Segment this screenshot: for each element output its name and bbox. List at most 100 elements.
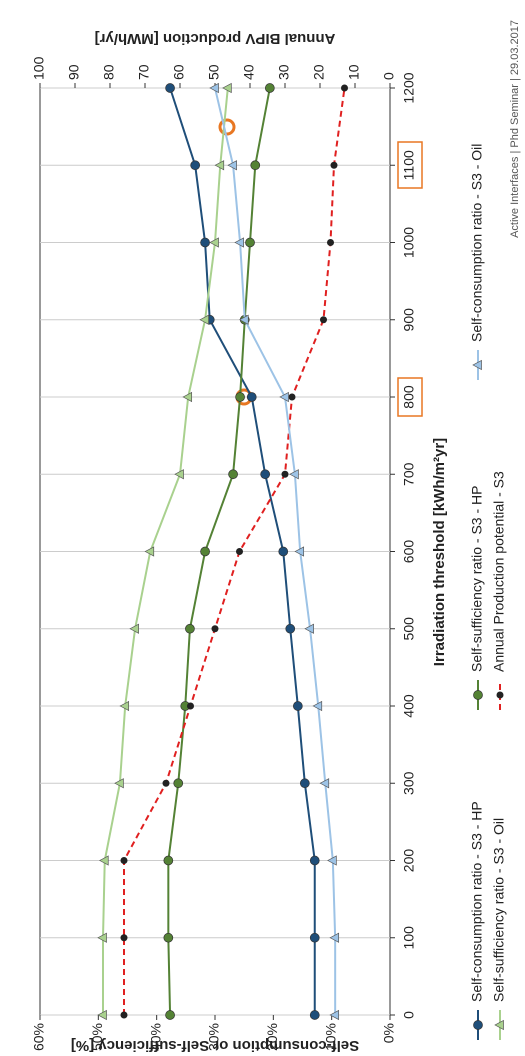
marker xyxy=(235,392,245,402)
marker xyxy=(174,469,184,480)
x-axis-title: Irradiation threshold [kWh/m²yr] xyxy=(431,438,448,666)
y-tick-label: 30% xyxy=(206,1023,222,1051)
footer: Active Interfaces | Phd Seminar | 29.03.… xyxy=(509,20,521,238)
y2-tick-label: 50 xyxy=(206,64,222,80)
marker xyxy=(245,237,255,248)
chart-frame: Self-consumption or Self-sufficiency [%]… xyxy=(31,20,521,1054)
marker xyxy=(199,314,209,325)
marker xyxy=(312,700,323,712)
marker xyxy=(129,623,139,634)
legend-marker xyxy=(494,1019,504,1031)
marker xyxy=(329,1009,340,1021)
marker xyxy=(163,932,174,943)
marker xyxy=(200,546,210,557)
x-tick-label: 100 xyxy=(401,926,417,950)
y2-tick-label: 10 xyxy=(346,64,362,80)
marker xyxy=(309,855,320,866)
marker xyxy=(97,932,107,943)
marker xyxy=(173,778,184,789)
legend-label: Annual Production potential - S3 xyxy=(491,471,507,672)
x-tick-label: 1100 xyxy=(401,150,417,180)
x-tick-label: 500 xyxy=(401,617,417,641)
marker xyxy=(239,314,249,325)
marker xyxy=(228,469,238,480)
y-tick-label: 50% xyxy=(89,1023,105,1051)
x-tick-label: 0 xyxy=(401,1011,417,1019)
x-tick-label: 900 xyxy=(401,308,417,332)
y-axis-title: Self-consumption or Self-sufficiency [%] xyxy=(71,1037,359,1054)
marker xyxy=(278,546,289,557)
y2-tick-label: 70 xyxy=(136,64,152,80)
y2-tick-label: 90 xyxy=(66,64,82,80)
marker xyxy=(120,934,128,942)
y2-tick-label: 0 xyxy=(381,72,397,80)
y2-tick-label: 60 xyxy=(171,64,187,80)
marker xyxy=(114,778,124,789)
marker xyxy=(165,83,175,93)
y2-tick-label: 80 xyxy=(101,64,117,80)
marker xyxy=(144,546,155,557)
x-tick-label: 1000 xyxy=(401,227,417,258)
marker xyxy=(285,623,296,634)
marker xyxy=(319,778,330,789)
marker xyxy=(329,932,340,943)
marker xyxy=(214,160,225,171)
marker xyxy=(327,855,337,866)
marker xyxy=(288,393,296,401)
marker xyxy=(246,392,257,402)
marker xyxy=(211,625,219,633)
marker xyxy=(299,778,310,789)
marker xyxy=(185,623,195,634)
marker xyxy=(165,1010,175,1020)
highlight-box xyxy=(397,141,423,189)
marker xyxy=(119,700,130,712)
marker xyxy=(327,239,334,246)
marker xyxy=(281,470,289,478)
x-tick-label: 300 xyxy=(401,771,417,795)
highlight-circle xyxy=(218,118,236,136)
y2-axis-title: Annual BIPV production [MWh/yr] xyxy=(95,30,336,47)
x-tick-label: 400 xyxy=(401,694,417,718)
marker xyxy=(330,161,338,169)
y-tick-label: 10% xyxy=(322,1023,338,1051)
marker xyxy=(97,1009,107,1021)
x-tick-label: 200 xyxy=(401,849,417,873)
marker xyxy=(309,932,320,943)
marker xyxy=(320,316,327,324)
x-tick-label: 700 xyxy=(401,462,417,486)
marker xyxy=(99,855,109,866)
highlight-box xyxy=(397,377,423,417)
marker xyxy=(289,469,299,480)
y2-tick-label: 30 xyxy=(276,64,292,80)
marker xyxy=(190,160,201,171)
legend-marker xyxy=(473,690,483,700)
y2-tick-label: 40 xyxy=(241,64,257,80)
marker xyxy=(236,548,243,555)
x-tick-label: 600 xyxy=(401,540,417,564)
marker xyxy=(200,237,210,248)
y-tick-label: 40% xyxy=(147,1023,163,1051)
marker xyxy=(227,160,237,171)
marker xyxy=(120,857,128,864)
marker xyxy=(209,82,219,94)
legend-marker xyxy=(472,359,482,371)
legend-marker xyxy=(473,1020,483,1030)
legend-label: Self-consumption ratio - S3 - HP xyxy=(469,801,485,1002)
marker xyxy=(120,1011,128,1019)
marker xyxy=(264,83,275,93)
marker xyxy=(292,701,303,711)
y-tick-label: 20% xyxy=(264,1023,280,1051)
marker xyxy=(187,702,194,710)
y2-tick-label: 20 xyxy=(311,64,327,80)
marker xyxy=(304,623,314,634)
marker xyxy=(294,546,305,557)
marker xyxy=(222,82,232,94)
marker xyxy=(209,237,219,248)
marker xyxy=(279,391,289,403)
marker xyxy=(182,391,193,403)
marker xyxy=(162,779,170,787)
legend-label: Self-consumption ratio - S3 - Oil xyxy=(469,144,485,342)
legend-label: Self-sufficiency ratio - S3 - Oil xyxy=(491,818,507,1002)
x-tick-label: 1200 xyxy=(401,72,417,103)
